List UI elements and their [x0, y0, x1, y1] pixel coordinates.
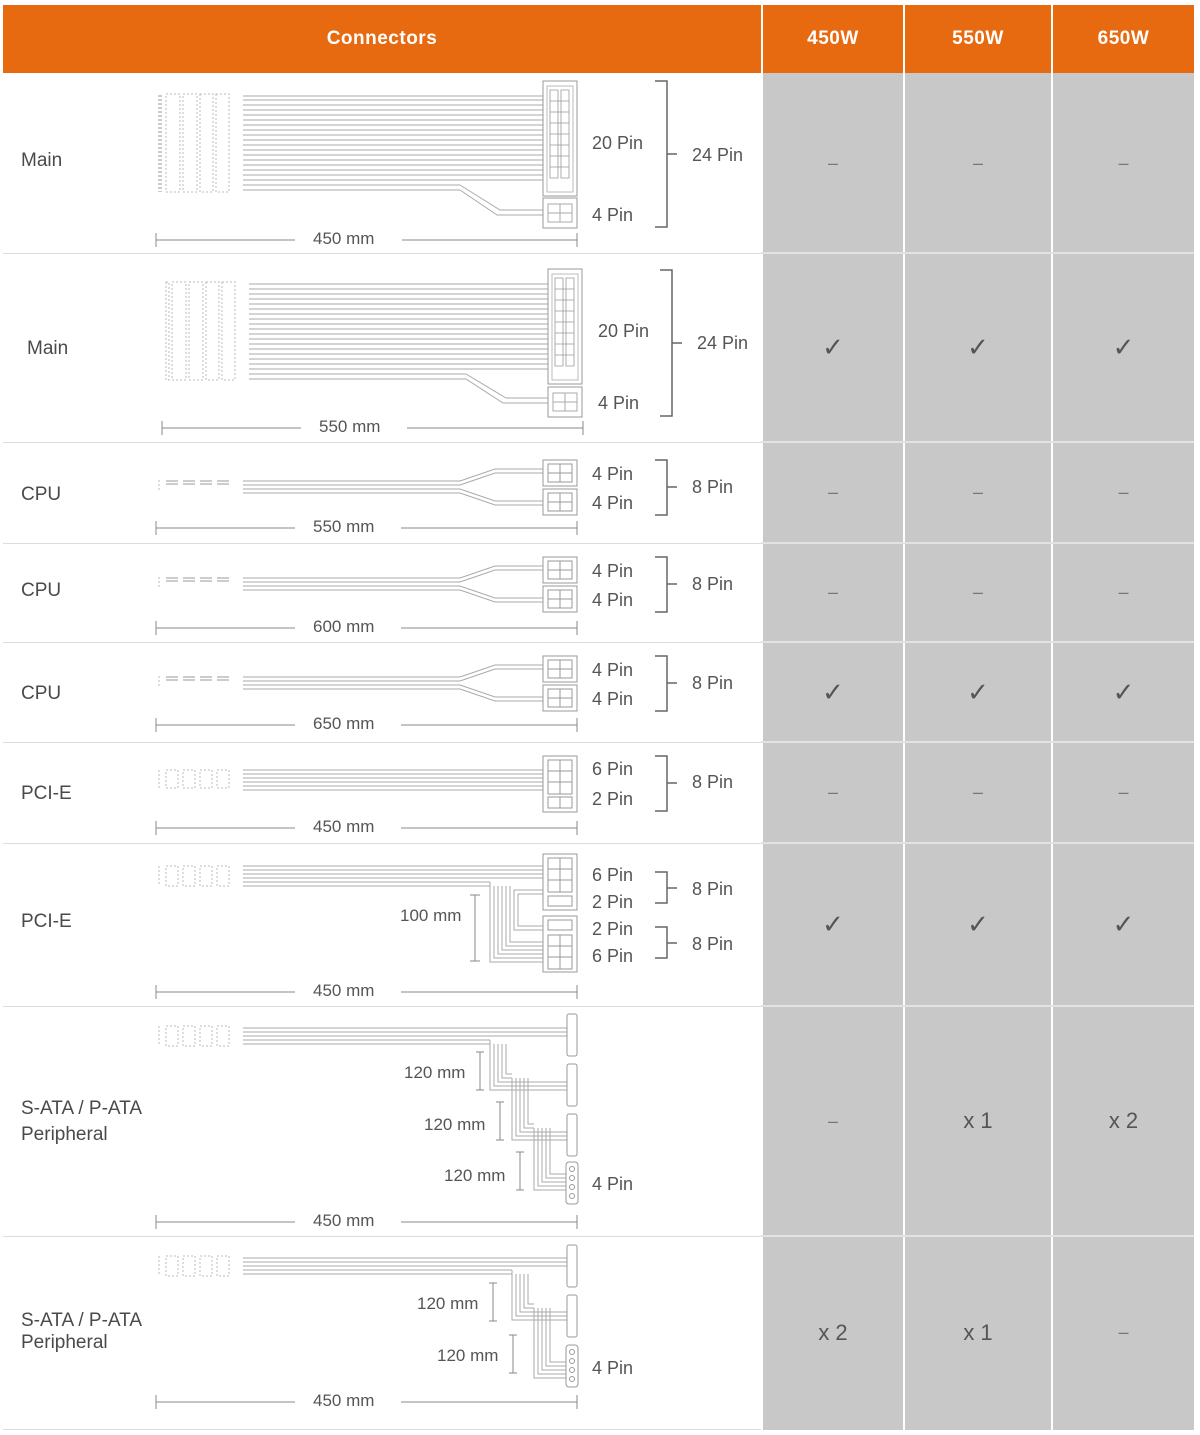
cell-650w: – — [1118, 782, 1129, 802]
cell-450w: ✓ — [822, 909, 844, 939]
cable-length: 450 mm — [313, 1391, 374, 1410]
header-connectors: Connectors — [3, 5, 761, 73]
group-pin-label: 8 Pin — [692, 772, 733, 792]
pcie-cable-double: 100 mm 6 Pin 2 Pin 2 Pin 6 Pin 8 Pin 8 P… — [155, 853, 733, 1000]
group-pin-label: 8 Pin — [692, 477, 733, 497]
cell-550w: – — [972, 582, 983, 602]
cable-length: 600 mm — [313, 617, 374, 636]
group-pin-label: 24 Pin — [692, 145, 743, 165]
group-pin-label: 8 Pin — [692, 879, 733, 899]
pin-label: 4 Pin — [592, 493, 633, 513]
cable-diagrams: 20 Pin 4 Pin 24 Pin 450 mm — [155, 80, 748, 1410]
segment-length: 120 mm — [424, 1115, 485, 1134]
column-450w — [763, 73, 903, 1430]
cell-550w: ✓ — [967, 676, 989, 707]
row-label-line1: S-ATA / P-ATA — [21, 1098, 143, 1119]
segment-length: 120 mm — [417, 1294, 478, 1313]
pin-label: 6 Pin — [592, 865, 633, 885]
pin-label: 20 Pin — [592, 133, 643, 153]
cpu-cable-600: 4 Pin 4 Pin 8 Pin 600 mm — [155, 556, 733, 636]
cell-450w: – — [827, 482, 838, 502]
column-550w — [905, 73, 1051, 1430]
cell-650w: – — [1118, 1322, 1129, 1342]
pin-label: 4 Pin — [592, 464, 633, 484]
row-label: CPU — [21, 580, 62, 601]
cell-450w: – — [827, 782, 838, 802]
pin-label: 2 Pin — [592, 789, 633, 809]
group-pin-label: 8 Pin — [692, 673, 733, 693]
cell-550w: ✓ — [967, 909, 989, 939]
pin-label: 2 Pin — [592, 919, 633, 939]
pin-label: 20 Pin — [598, 321, 649, 341]
cell-550w: – — [972, 482, 983, 502]
header-650w: 650W — [1053, 5, 1194, 73]
cpu-cable-550: 4 Pin 4 Pin 8 Pin 550 mm — [155, 459, 733, 536]
row-label: PCI-E — [21, 783, 72, 804]
pin-label: 6 Pin — [592, 759, 633, 779]
cable-length: 550 mm — [313, 517, 374, 536]
cell-450w: ✓ — [822, 676, 844, 707]
sata-cable-2: 120 mm 120 mm 4 Pin 450 mm — [155, 1244, 633, 1410]
header-450w: 450W — [763, 5, 903, 73]
cable-length: 450 mm — [313, 817, 374, 836]
row-label-line2: Peripheral — [21, 1332, 108, 1353]
sata-cable-3: 120 mm 120 mm 120 mm 4 Pin 450 mm — [155, 1013, 633, 1230]
cable-length: 450 mm — [313, 1211, 374, 1230]
row-label-line1: S-ATA / P-ATA — [21, 1310, 143, 1331]
segment-length: 120 mm — [437, 1346, 498, 1365]
cell-650w: – — [1118, 482, 1129, 502]
cable-length: 650 mm — [313, 714, 374, 733]
cell-450w: x 2 — [818, 1319, 848, 1345]
cell-450w: ✓ — [822, 332, 844, 362]
cell-650w: ✓ — [1112, 909, 1135, 939]
cell-650w: – — [1118, 152, 1129, 173]
cell-550w: x 1 — [963, 1108, 993, 1133]
row-label: PCI-E — [21, 911, 72, 932]
row-label: Main — [21, 150, 63, 171]
row-label: CPU — [21, 484, 62, 505]
cell-450w: – — [827, 582, 838, 602]
main-cable-550: 20 Pin 4 Pin 24 Pin 550 mm — [161, 268, 748, 436]
pin-label: 4 Pin — [592, 590, 633, 610]
cell-650w: – — [1118, 582, 1129, 602]
pin-label: 4 Pin — [598, 393, 639, 413]
header-550w: 550W — [905, 5, 1051, 73]
pin-label: 4 Pin — [592, 561, 633, 581]
group-pin-label: 8 Pin — [692, 574, 733, 594]
row-label: CPU — [21, 683, 62, 704]
cpu-cable-650: 4 Pin 4 Pin 8 Pin 650 mm — [155, 655, 733, 733]
cell-550w: – — [972, 782, 983, 802]
segment-length: 120 mm — [404, 1063, 465, 1082]
group-pin-label: 8 Pin — [692, 934, 733, 954]
cell-550w: – — [972, 152, 983, 173]
pcie-cable-single: 6 Pin 2 Pin 8 Pin 450 mm — [155, 755, 733, 836]
segment-length: 120 mm — [444, 1166, 505, 1185]
cable-length: 450 mm — [313, 981, 374, 1000]
cell-550w: x 1 — [963, 1319, 993, 1345]
cell-450w: – — [827, 1110, 838, 1131]
row-label: S-ATA / P-ATA Peripheral — [21, 1096, 142, 1148]
cable-length: 550 mm — [319, 417, 380, 436]
row-label: Main — [27, 338, 69, 359]
pin-label: 4 Pin — [592, 660, 633, 680]
pin-label: 4 Pin — [592, 689, 633, 709]
row-label-line2: Peripheral — [21, 1124, 108, 1145]
pin-label: 6 Pin — [592, 946, 633, 966]
main-cable-450: 20 Pin 4 Pin 24 Pin 450 mm — [155, 80, 743, 248]
cable-length: 450 mm — [313, 229, 374, 248]
cell-650w: x 2 — [1108, 1108, 1139, 1133]
group-pin-label: 24 Pin — [697, 333, 748, 353]
sub-length: 100 mm — [400, 906, 461, 925]
cell-550w: ✓ — [967, 332, 989, 362]
cell-650w: ✓ — [1112, 332, 1135, 362]
pin-label: 4 Pin — [592, 205, 633, 225]
cell-650w: ✓ — [1112, 676, 1135, 707]
row-label: S-ATA / P-ATA Peripheral — [21, 1308, 142, 1356]
pin-label: 2 Pin — [592, 892, 633, 912]
pin-label: 4 Pin — [592, 1174, 633, 1194]
cell-450w: – — [827, 152, 838, 173]
pin-label: 4 Pin — [592, 1358, 633, 1378]
column-650w — [1053, 73, 1194, 1430]
